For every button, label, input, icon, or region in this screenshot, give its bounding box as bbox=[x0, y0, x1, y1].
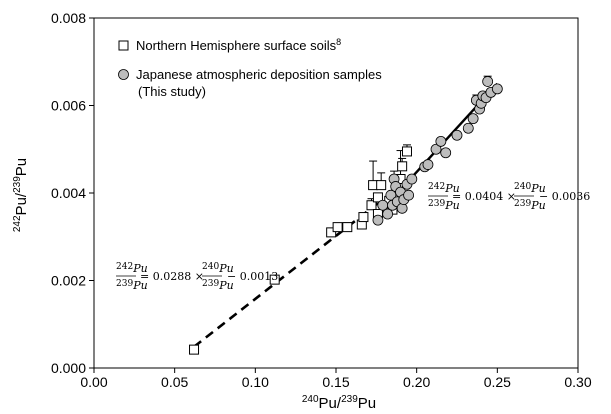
deposition-point bbox=[422, 159, 434, 170]
svg-text:= 0.0288 ×: = 0.0288 × bbox=[140, 270, 204, 283]
deposition-point bbox=[406, 173, 418, 185]
x-tick-label: 0.20 bbox=[403, 374, 430, 390]
svg-text:240Pu: 240Pu bbox=[514, 182, 546, 195]
svg-text:239Pu: 239Pu bbox=[202, 279, 234, 292]
x-tick-label: 0.25 bbox=[484, 374, 511, 390]
soil-point bbox=[366, 200, 377, 211]
svg-text:240Pu: 240Pu bbox=[202, 262, 234, 275]
soil-point bbox=[342, 222, 353, 233]
deposition-point bbox=[396, 202, 408, 214]
legend-label-deposition: Japanese atmospheric deposition samples bbox=[136, 67, 382, 82]
y-tick-label: 0.004 bbox=[51, 185, 86, 201]
legend-marker-circle bbox=[118, 69, 129, 80]
y-axis-title: 242Pu/239Pu bbox=[12, 158, 30, 232]
legend-label-this-study: (This study) bbox=[138, 84, 206, 99]
deposition-point bbox=[491, 83, 503, 95]
svg-text:= 0.0404 ×: = 0.0404 × bbox=[452, 190, 516, 203]
soil-point bbox=[332, 222, 343, 233]
svg-text:242Pu: 242Pu bbox=[428, 182, 460, 195]
x-tick-label: 0.10 bbox=[242, 374, 269, 390]
equation-dashed-fit: 242Pu 239Pu = 0.0288 × 240Pu 239Pu − 0.0… bbox=[116, 262, 278, 292]
svg-text:239Pu: 239Pu bbox=[428, 199, 460, 212]
deposition-point bbox=[440, 147, 452, 159]
y-tick-label: 0.006 bbox=[51, 98, 86, 114]
deposition-point bbox=[377, 199, 389, 211]
x-axis-title: 240Pu/239Pu bbox=[302, 394, 376, 412]
legend: Northern Hemisphere surface soils8 Japan… bbox=[118, 37, 382, 99]
deposition-point bbox=[430, 143, 442, 155]
svg-text:− 0.0036: − 0.0036 bbox=[539, 190, 590, 203]
soil-point bbox=[326, 227, 337, 238]
soil-point bbox=[189, 344, 200, 355]
svg-text:239Pu: 239Pu bbox=[116, 279, 148, 292]
soil-point bbox=[358, 212, 369, 223]
soil-point bbox=[372, 192, 383, 203]
soil-point bbox=[397, 161, 408, 172]
x-tick-label: 0.00 bbox=[80, 374, 107, 390]
x-tick-label: 0.30 bbox=[564, 374, 591, 390]
deposition-point bbox=[382, 208, 394, 220]
deposition-point bbox=[403, 189, 415, 201]
y-tick-label: 0.008 bbox=[51, 10, 86, 26]
deposition-point bbox=[462, 122, 474, 134]
soil-point bbox=[376, 180, 387, 191]
svg-text:242Pu: 242Pu bbox=[116, 262, 148, 275]
y-tick-label: 0.000 bbox=[51, 360, 86, 376]
legend-marker-square bbox=[118, 40, 129, 51]
soil-point bbox=[269, 274, 280, 285]
equation-solid-fit: 242Pu 239Pu = 0.0404 × 240Pu 239Pu − 0.0… bbox=[428, 182, 590, 212]
svg-text:− 0.0013: − 0.0013 bbox=[227, 270, 278, 283]
fit-line-dashed bbox=[193, 202, 379, 348]
x-tick-label: 0.05 bbox=[161, 374, 188, 390]
legend-label-soils: Northern Hemisphere surface soils8 bbox=[136, 37, 341, 53]
y-tick-label: 0.002 bbox=[51, 273, 86, 289]
deposition-point bbox=[435, 135, 447, 147]
deposition-point bbox=[451, 129, 463, 141]
soil-point bbox=[401, 146, 412, 157]
deposition-point bbox=[467, 113, 479, 125]
deposition-point bbox=[372, 214, 384, 226]
svg-text:239Pu: 239Pu bbox=[514, 199, 546, 212]
deposition-point bbox=[482, 76, 494, 87]
x-tick-label: 0.15 bbox=[322, 374, 349, 390]
